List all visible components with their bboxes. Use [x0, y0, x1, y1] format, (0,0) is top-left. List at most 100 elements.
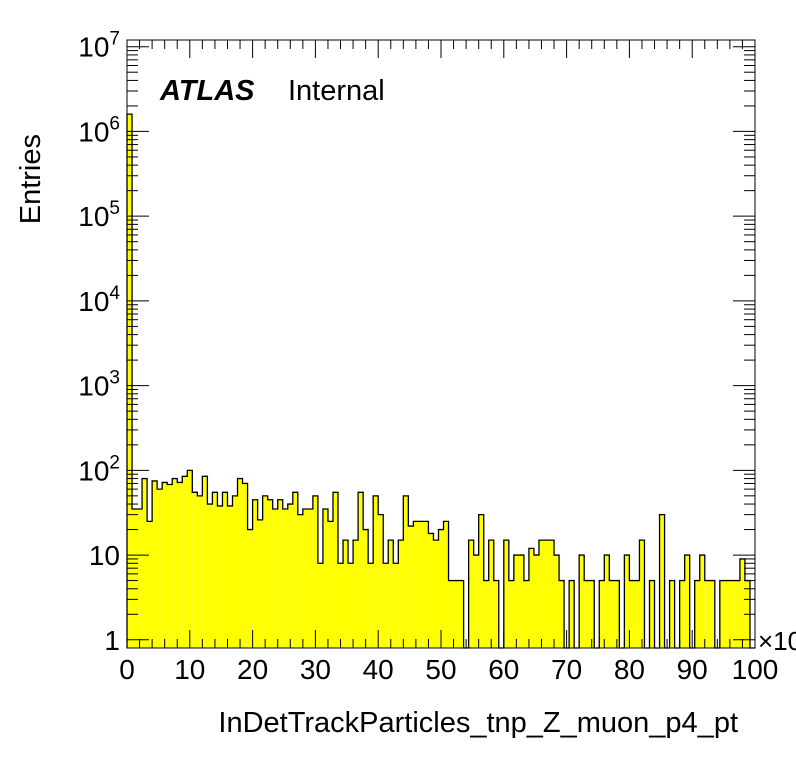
histogram-bar	[182, 476, 188, 648]
histogram-bar	[589, 580, 595, 648]
histogram-bar	[307, 508, 313, 648]
histogram-bar	[338, 563, 344, 648]
histogram-bar	[503, 540, 509, 648]
histogram-bar	[358, 492, 364, 648]
histogram-bar	[729, 580, 735, 648]
histogram-bar	[408, 526, 414, 648]
histogram-bar	[312, 495, 318, 648]
histogram-bar	[523, 580, 529, 648]
histogram-bar	[177, 482, 183, 648]
atlas-label: ATLAS	[159, 75, 255, 107]
histogram-bar	[207, 504, 213, 648]
histogram-bar	[322, 508, 328, 648]
histogram-bar	[639, 540, 645, 648]
histogram-bar	[448, 580, 454, 648]
histogram-bar	[704, 580, 710, 648]
histogram-bar	[579, 555, 585, 648]
histogram-bar	[614, 580, 620, 648]
histogram-bar	[127, 114, 133, 648]
histogram-bar	[734, 580, 740, 648]
histogram-bar	[232, 495, 238, 648]
histogram-bar	[212, 492, 218, 648]
histogram-bar	[599, 580, 605, 648]
histogram-bar	[584, 580, 590, 648]
histogram-bar	[659, 514, 665, 648]
histogram-bar	[132, 508, 138, 648]
histogram-bar	[609, 580, 615, 648]
x-tick-label: 20	[237, 654, 268, 685]
histogram-bar	[162, 482, 168, 648]
histogram-bar	[388, 540, 394, 648]
histogram-bar	[267, 499, 273, 648]
histogram-bar	[528, 548, 534, 648]
x-tick-label: 60	[488, 654, 519, 685]
histogram-bar	[433, 540, 439, 648]
histogram-bar	[719, 580, 725, 648]
histogram-bar	[569, 580, 575, 648]
histogram-bar	[277, 499, 283, 648]
histogram-bar	[413, 521, 419, 648]
histogram-bar	[549, 540, 555, 648]
histogram-bar	[287, 504, 293, 648]
histogram-bar	[332, 492, 339, 648]
histogram-bar	[167, 484, 173, 648]
histogram-bar	[468, 540, 474, 648]
histogram-bar	[518, 555, 524, 648]
x-multiplier-label: ×10	[758, 626, 796, 656]
histogram-bar	[604, 555, 610, 648]
histogram-bars	[126, 113, 755, 649]
histogram-bar	[348, 563, 354, 648]
histogram-bar	[368, 563, 374, 648]
histogram-bar	[538, 540, 544, 648]
histogram-bar	[217, 505, 223, 648]
histogram-bar	[533, 555, 539, 648]
histogram-bar	[473, 555, 479, 648]
x-tick-label: 40	[363, 654, 394, 685]
histogram-bar	[242, 483, 248, 648]
y-axis-label: Entries	[15, 134, 47, 224]
y-tick-label: 104	[78, 283, 120, 317]
histogram-bar	[373, 495, 379, 648]
y-tick-label: 103	[78, 368, 120, 402]
y-tick-label: 10	[89, 540, 120, 571]
x-tick-label: 10	[174, 654, 205, 685]
histogram-bar	[222, 492, 228, 648]
histogram-bar	[669, 580, 675, 648]
x-tick-label: 90	[677, 654, 708, 685]
histogram-bar	[423, 521, 429, 648]
histogram-bar	[649, 580, 655, 648]
x-tick-labels: 0 10 20 30 40 50 60 70 80 90 100	[119, 654, 778, 685]
histogram-bar	[237, 478, 243, 648]
x-tick-label: 70	[551, 654, 582, 685]
histogram-bar	[488, 540, 494, 648]
histogram-bar	[272, 508, 278, 648]
histogram-bar	[363, 529, 369, 648]
histogram-bar	[197, 495, 203, 648]
histogram-bar	[137, 508, 143, 648]
atlas-sublabel: Internal	[288, 75, 385, 107]
histogram-bar	[393, 563, 399, 648]
histogram-bar	[478, 514, 484, 648]
histogram-bar	[513, 555, 519, 648]
y-tick-label: 105	[78, 198, 120, 232]
x-tick-label: 80	[614, 654, 645, 685]
histogram-bar	[202, 476, 208, 648]
y-tick-label: 107	[78, 29, 120, 63]
histogram-bar	[343, 540, 349, 648]
histogram-bar	[292, 492, 298, 648]
histogram-bar	[142, 478, 148, 648]
histogram-bar	[252, 499, 258, 648]
x-tick-label: 50	[425, 654, 456, 685]
histogram-bar	[739, 558, 745, 648]
histogram-bar	[554, 555, 560, 648]
histogram-bar	[679, 580, 685, 648]
histogram-bar	[699, 555, 705, 648]
histogram-bar	[508, 580, 514, 648]
histogram-bar	[247, 529, 253, 648]
histogram-bar	[543, 540, 550, 648]
histogram-bar	[317, 563, 323, 648]
axis-ticks	[126, 40, 756, 648]
histogram-bar	[398, 540, 404, 648]
histogram-bar	[458, 580, 464, 648]
histogram-bar	[443, 521, 449, 648]
